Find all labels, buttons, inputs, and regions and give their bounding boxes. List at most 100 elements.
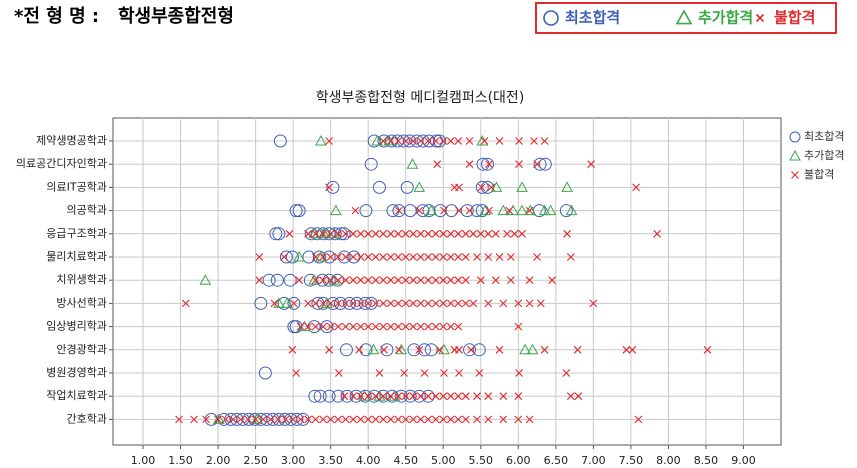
point-x [424,415,433,424]
point-circle [445,204,459,218]
plot-area [112,117,782,446]
point-x [379,299,388,308]
point-x [334,229,343,238]
point-x [364,276,373,285]
point-x [536,299,545,308]
point-x [386,392,395,401]
point-x [424,299,433,308]
point-x [229,415,237,424]
point-x [371,253,380,261]
point-x [386,137,395,145]
point-x [533,253,541,261]
point-circle [279,250,293,264]
point-x [440,369,448,377]
top-legend-label: 추가합격 [698,9,753,27]
point-x [364,299,373,308]
point-x [364,415,373,424]
point-triangle [212,413,225,424]
x-tick-label: 8.50 [694,454,719,467]
point-x [401,276,410,285]
x-tick-label: 4.50 [393,454,418,467]
point-x [455,369,463,377]
point-circle [262,273,276,287]
point-triangle [281,297,293,308]
y-tick-label: 임상병리학과 [46,320,107,333]
point-x [311,415,320,424]
point-x [525,276,534,285]
point-x [289,415,298,424]
point-triangle [519,343,531,355]
point-x [454,299,463,308]
point-x [296,322,305,331]
point-x [476,229,485,238]
point-x [439,229,448,238]
point-x [364,392,373,401]
point-x [190,415,198,424]
point-x [255,276,264,285]
point-x [379,276,388,285]
y-tick-label: 간호학과 [67,412,107,425]
point-x [510,229,519,238]
point-x [356,299,365,308]
point-x [409,229,418,238]
point-x [356,392,365,401]
point-x [341,276,350,285]
y-tick-label: 의료공간디자인학과 [16,157,107,170]
point-x [589,299,598,308]
point-triangle [371,134,384,146]
point-triangle [367,343,380,355]
point-x [515,369,523,377]
point-x [574,392,583,401]
point-x [214,415,222,424]
point-x [440,206,448,215]
point-x [285,229,294,238]
point-x [420,369,429,377]
point-circle [290,412,304,426]
point-x [469,299,478,308]
point-circle [538,157,552,171]
y-tick-label: 병원경영학과 [46,366,107,379]
point-x [334,253,343,261]
point-x [281,415,290,424]
point-x [431,276,440,285]
point-x [540,137,549,145]
point-x [530,137,538,145]
point-circle [254,296,268,310]
point-x [356,276,365,285]
y-tick-label: 치위생학과 [56,273,107,286]
point-x [394,253,403,261]
point-x [311,253,320,261]
point-x [573,345,582,354]
point-x [446,392,455,401]
point-circle [403,389,417,403]
point-triangle [199,274,212,285]
point-x [465,206,474,215]
chart-title: 학생부종합전형 메디컬캠퍼스(대전) [316,90,525,106]
point-x [446,415,455,424]
point-circle [421,389,435,403]
point-x [446,322,455,331]
point-x [439,299,448,308]
point-x [236,415,245,424]
point-x [311,276,320,285]
point-x [431,322,440,331]
point-x [514,322,523,331]
legend-marker [791,171,799,179]
point-triangle [561,181,573,192]
point-x [394,322,403,331]
point-x [446,253,455,261]
top-legend-box [535,2,837,34]
point-circle [392,204,406,218]
point-x [319,276,328,285]
point-x [371,229,380,238]
legend-marker [789,131,801,143]
point-circle [350,296,364,310]
point-x [326,253,335,261]
point-circle [394,389,408,403]
point-triangle [273,297,285,308]
point-triangle [438,343,450,355]
point-x [356,415,365,424]
point-triangle [565,204,578,216]
point-circle [289,204,303,218]
point-x [514,392,523,401]
